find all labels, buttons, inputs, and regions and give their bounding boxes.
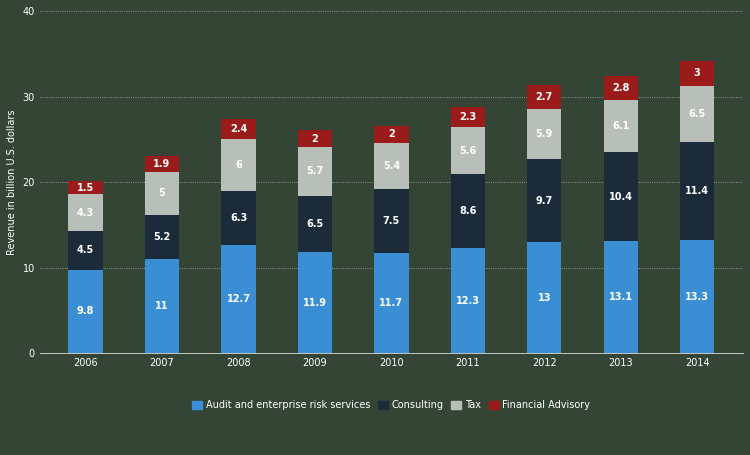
Bar (221, 191, 256, 245)
Text: 4.3: 4.3 (77, 207, 94, 217)
Text: 13: 13 (538, 293, 551, 303)
Bar (527, 242, 562, 354)
Bar (527, 159, 562, 242)
Bar (221, 139, 256, 191)
Bar (680, 240, 715, 354)
Bar (298, 130, 332, 147)
Text: 12.7: 12.7 (226, 294, 251, 304)
Bar (527, 109, 562, 159)
Bar (145, 156, 179, 172)
Bar (298, 196, 332, 252)
Bar (451, 175, 485, 248)
Text: 2.3: 2.3 (459, 111, 476, 121)
Text: 6.5: 6.5 (688, 109, 706, 119)
Bar (374, 253, 409, 354)
Text: 2: 2 (311, 133, 318, 143)
Text: 6.5: 6.5 (306, 219, 323, 229)
Text: 4.5: 4.5 (77, 245, 94, 255)
Text: 10.4: 10.4 (609, 192, 633, 202)
Bar (145, 172, 179, 215)
Text: 1.9: 1.9 (154, 159, 171, 169)
Bar (451, 107, 485, 126)
Text: 6.1: 6.1 (612, 121, 629, 131)
Text: 5.4: 5.4 (382, 161, 400, 171)
Text: 6.3: 6.3 (230, 213, 248, 223)
Text: 7.5: 7.5 (382, 216, 400, 226)
Bar (68, 231, 103, 269)
Bar (221, 119, 256, 139)
Bar (680, 61, 715, 86)
Bar (68, 182, 103, 194)
Text: 11.4: 11.4 (686, 186, 709, 196)
Bar (604, 152, 638, 241)
Text: 5.6: 5.6 (459, 146, 476, 156)
Text: 11: 11 (155, 301, 169, 311)
Text: 2: 2 (388, 129, 394, 139)
Text: 2.8: 2.8 (612, 83, 629, 93)
Text: 13.1: 13.1 (609, 293, 633, 303)
Text: 1.5: 1.5 (77, 183, 94, 193)
Text: 12.3: 12.3 (456, 296, 480, 306)
Bar (221, 245, 256, 354)
Bar (604, 241, 638, 354)
Text: 3: 3 (694, 68, 700, 78)
Bar (374, 189, 409, 253)
Text: 8.6: 8.6 (459, 206, 476, 216)
Text: 5: 5 (159, 188, 166, 198)
Text: 2.4: 2.4 (230, 124, 248, 134)
Bar (68, 269, 103, 354)
Bar (451, 248, 485, 354)
Text: 9.7: 9.7 (536, 196, 553, 206)
Bar (68, 194, 103, 231)
Bar (298, 147, 332, 196)
Bar (145, 259, 179, 354)
Text: 11.7: 11.7 (380, 298, 404, 308)
Text: 6: 6 (236, 160, 242, 170)
Bar (604, 100, 638, 152)
Bar (604, 76, 638, 100)
Bar (374, 143, 409, 189)
Bar (145, 215, 179, 259)
Text: 5.2: 5.2 (154, 232, 171, 242)
Bar (680, 86, 715, 142)
Y-axis label: Revenue in billion U.S. dollars: Revenue in billion U.S. dollars (7, 110, 17, 255)
Bar (374, 126, 409, 143)
Bar (451, 126, 485, 175)
Legend: Audit and enterprise risk services, Consulting, Tax, Financial Advisory: Audit and enterprise risk services, Cons… (192, 400, 590, 410)
Text: 2.7: 2.7 (536, 92, 553, 102)
Text: 13.3: 13.3 (686, 292, 709, 302)
Text: 5.9: 5.9 (536, 129, 553, 139)
Text: 9.8: 9.8 (77, 307, 94, 317)
Bar (527, 86, 562, 109)
Text: 11.9: 11.9 (303, 298, 327, 308)
Bar (298, 252, 332, 354)
Text: 5.7: 5.7 (306, 167, 323, 177)
Bar (680, 142, 715, 240)
